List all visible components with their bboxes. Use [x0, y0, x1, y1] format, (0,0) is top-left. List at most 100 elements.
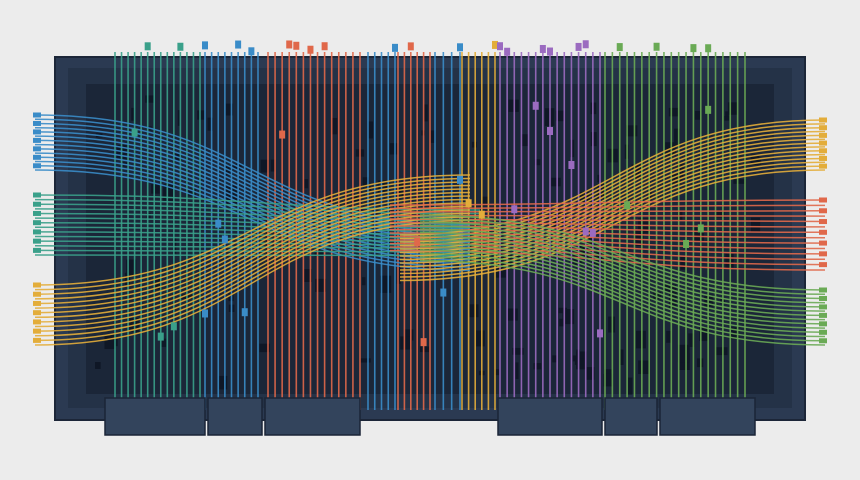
dark-block — [469, 304, 479, 318]
dark-block — [160, 338, 167, 347]
wire-node — [279, 130, 286, 139]
base-box — [604, 397, 658, 436]
wire-cap — [248, 47, 255, 56]
wire — [34, 219, 471, 346]
dark-block — [715, 347, 728, 356]
dark-block — [597, 174, 601, 183]
dark-block — [362, 177, 369, 188]
dark-block — [304, 179, 309, 189]
wire — [399, 123, 826, 240]
dark-block — [219, 375, 228, 390]
dark-block — [151, 183, 160, 194]
dark-block — [361, 277, 366, 286]
dark-block — [638, 360, 650, 375]
wire — [419, 238, 826, 321]
dark-block — [533, 363, 542, 370]
dark-block — [572, 253, 578, 266]
dark-block — [579, 244, 589, 258]
wire-cap — [819, 219, 827, 225]
wire-cap — [819, 338, 827, 344]
dark-block — [572, 355, 577, 362]
wire-cap — [33, 146, 41, 152]
dark-block — [619, 349, 624, 365]
wire-node — [465, 199, 472, 208]
wire — [34, 209, 471, 332]
wire-cap — [307, 45, 314, 54]
wire — [419, 231, 826, 312]
dark-block — [360, 358, 371, 363]
dark-block — [131, 107, 136, 121]
base-box — [207, 397, 263, 436]
wire-cap — [293, 41, 300, 50]
wire — [34, 202, 471, 323]
dark-block — [225, 103, 234, 116]
wire — [389, 225, 826, 234]
dark-block — [562, 309, 575, 325]
dark-block — [380, 275, 392, 293]
wire — [399, 138, 826, 254]
dark-block — [197, 110, 205, 120]
wire-node — [221, 235, 228, 244]
dark-block — [555, 110, 565, 122]
dark-block — [126, 259, 137, 276]
wire-node — [414, 237, 421, 246]
wire — [419, 249, 826, 334]
dark-block — [494, 369, 500, 376]
wire — [34, 160, 471, 265]
dark-block — [603, 373, 614, 387]
base-boxes — [104, 397, 756, 436]
wire — [34, 188, 471, 305]
wire-cap — [819, 132, 827, 138]
dark-block — [419, 346, 430, 353]
dark-block — [727, 102, 738, 115]
wire-cap — [144, 42, 151, 51]
wire-cap — [819, 197, 827, 203]
dark-block — [559, 318, 565, 327]
wire-cap — [33, 192, 41, 198]
dark-block — [396, 266, 401, 284]
wire — [34, 198, 471, 319]
dark-block — [163, 184, 174, 201]
wire-cap — [819, 262, 827, 268]
wire — [399, 146, 826, 261]
wire — [34, 205, 471, 328]
dark-block — [574, 358, 586, 365]
dark-block — [628, 377, 633, 395]
wire — [399, 165, 826, 278]
dark-block — [551, 177, 561, 187]
dark-block — [465, 241, 476, 252]
dark-block — [314, 249, 324, 257]
base-box — [497, 397, 603, 436]
dark-block — [674, 128, 680, 146]
dark-block — [693, 227, 705, 241]
wire-cap — [819, 312, 827, 318]
dark-block — [177, 110, 181, 126]
wire-cap — [575, 42, 582, 51]
wire — [419, 259, 826, 346]
wire — [419, 252, 826, 338]
wire-node — [241, 308, 248, 317]
wire — [399, 161, 826, 275]
wire — [34, 212, 471, 337]
wire-cap — [819, 163, 827, 169]
wire-node — [568, 161, 575, 170]
dark-block — [664, 284, 677, 293]
dark-block — [476, 330, 485, 347]
dark-block — [367, 121, 373, 139]
wire-cap — [33, 210, 41, 216]
dark-block — [270, 159, 276, 172]
dark-block — [520, 134, 529, 147]
wire-cap — [33, 337, 41, 343]
wire-node — [547, 127, 553, 136]
dark-block — [259, 343, 270, 353]
wire-node — [589, 228, 596, 237]
dark-block — [633, 230, 644, 247]
dark-block — [580, 192, 590, 203]
wire-cap — [497, 42, 503, 51]
dark-block — [669, 291, 677, 308]
wire — [34, 181, 471, 295]
wire-cap — [819, 251, 827, 257]
wire — [34, 177, 471, 291]
wire-cap — [819, 304, 827, 310]
